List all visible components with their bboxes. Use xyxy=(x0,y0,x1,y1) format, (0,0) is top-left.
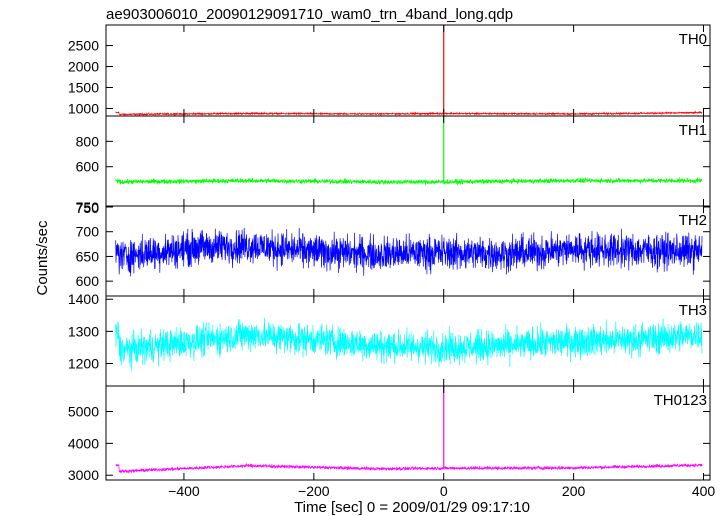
panel-name-th2: TH2 xyxy=(679,212,707,229)
y-tick-label-th2: 650 xyxy=(76,248,100,264)
y-tick-label-th0123: 3000 xyxy=(68,467,99,483)
series-line-th2 xyxy=(115,227,703,277)
chart-title: ae903006010_20090129091710_wam0_trn_4ban… xyxy=(106,6,513,23)
panel-th1: 600 800 TH1 xyxy=(76,115,711,207)
panel-name-th1: TH1 xyxy=(679,122,707,139)
panel-name-th0123: TH0123 xyxy=(654,392,707,409)
y-tick-label-th2: 750 xyxy=(76,199,100,215)
panel-name-th3: TH3 xyxy=(679,302,707,319)
x-tick-label: 200 xyxy=(562,483,586,499)
x-axis-label: Time [sec] 0 = 2009/01/29 09:17:10 xyxy=(294,499,530,516)
y-tick-label-th0: 1000 xyxy=(68,100,99,116)
x-tick-label: −200 xyxy=(298,483,330,499)
x-tick-label: −400 xyxy=(168,483,200,499)
y-tick-label-th0: 2500 xyxy=(68,38,99,54)
y-axis-label: Counts/sec xyxy=(34,220,51,296)
y-tick-label-th0: 1500 xyxy=(68,79,99,95)
y-tick-label-th3: 1400 xyxy=(68,291,99,307)
panel-name-th0: TH0 xyxy=(679,31,707,48)
y-tick-label-top-th2: 750 xyxy=(76,200,100,216)
panel-frame-th0 xyxy=(105,24,711,117)
panel-frame-th0123 xyxy=(105,385,711,481)
y-tick-label-th0123: 4000 xyxy=(68,435,99,451)
y-tick-label-th0: 2000 xyxy=(68,59,99,75)
series-line-th0 xyxy=(115,110,703,117)
y-tick-label-th3: 1200 xyxy=(68,356,99,372)
x-tick-label: 400 xyxy=(692,483,716,499)
y-tick-label-th2: 700 xyxy=(76,224,100,240)
panel-th0123: 3000 4000 5000 TH0123 xyxy=(68,385,711,483)
y-tick-label-th3: 1300 xyxy=(68,323,99,339)
panel-frame-th1 xyxy=(105,115,711,207)
series-line-th3 xyxy=(115,317,703,372)
y-tick-label-th0123: 5000 xyxy=(68,403,99,419)
y-tick-label-th1: 800 xyxy=(76,133,100,149)
panel-th3: 1200 1300 1400 TH3 xyxy=(68,291,711,387)
series-line-th1 xyxy=(115,177,703,186)
x-tick-label: 0 xyxy=(440,483,448,499)
y-tick-label-th1: 600 xyxy=(76,159,100,175)
series-line-th0123 xyxy=(115,462,703,474)
y-tick-label-th2: 600 xyxy=(76,273,100,289)
panel-th0: 1000 1500 2000 2500 TH0 xyxy=(68,24,711,117)
